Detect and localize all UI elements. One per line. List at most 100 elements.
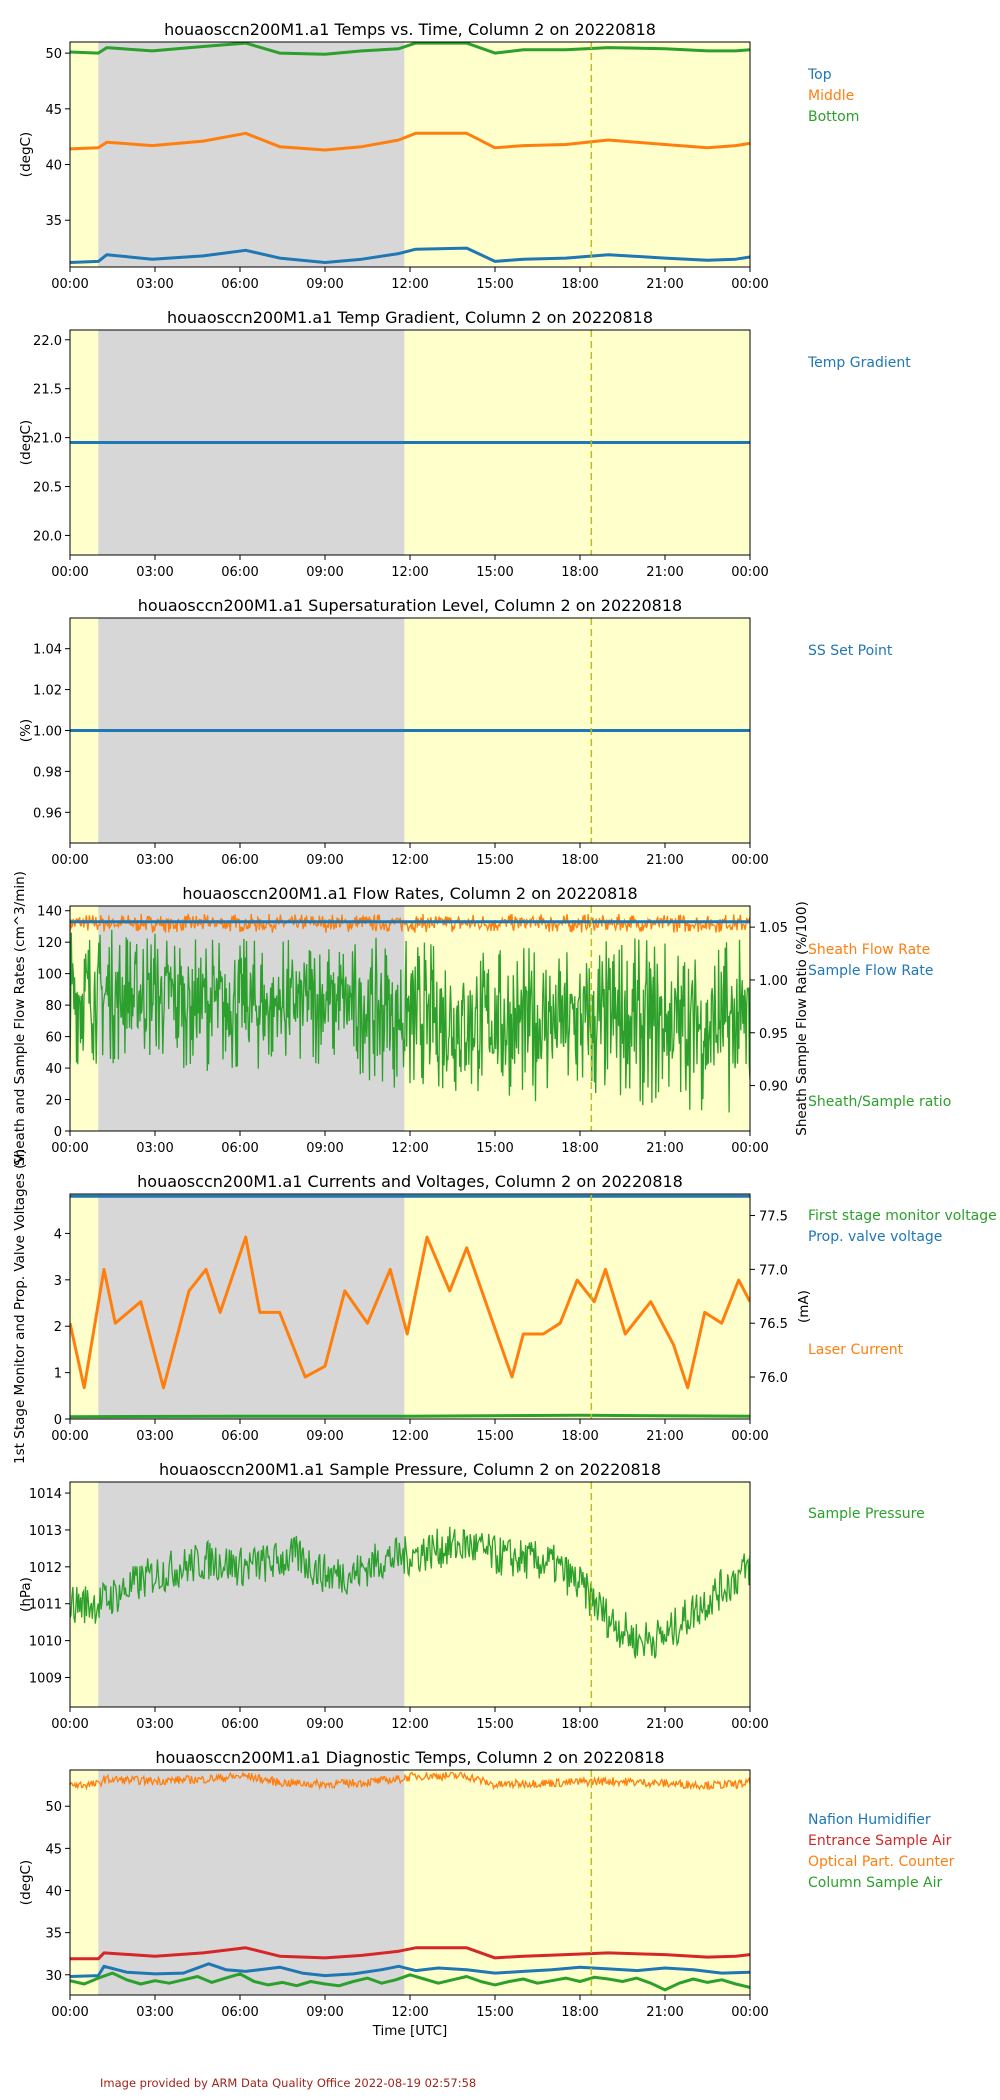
- y-tick-label: 20: [45, 1094, 62, 1109]
- x-tick-label: 15:00: [476, 1429, 513, 1444]
- x-tick-label: 00:00: [51, 1717, 88, 1732]
- x-tick-label: 18:00: [561, 1429, 598, 1444]
- night-shading: [98, 1194, 405, 1419]
- plot-area: [70, 1526, 750, 1659]
- plot-area: [70, 42, 750, 264]
- series-sample-pressure: [70, 1526, 750, 1659]
- y-tick-label: 1012: [29, 1561, 62, 1576]
- x-tick-label: 09:00: [306, 1429, 343, 1444]
- plot-area: [70, 1194, 750, 1419]
- x-tick-label: 00:00: [731, 2005, 768, 2020]
- legend-entry: Top: [807, 67, 832, 83]
- y-tick-label: 1: [54, 1367, 62, 1382]
- y-right-tick-label: 0.90: [759, 1080, 788, 1095]
- y-right-tick-label: 1.00: [759, 974, 788, 989]
- y-tick-label: 140: [37, 905, 62, 920]
- y-tick-label: 21.0: [33, 432, 62, 447]
- x-tick-label: 12:00: [391, 1141, 428, 1156]
- y-tick-label: 1.02: [33, 684, 62, 699]
- panel-7: 00:00 03:00 06:00 09:00 12:00 15:00 18:00 21:00…: [18, 1748, 955, 2039]
- x-tick-label: 09:00: [306, 1141, 343, 1156]
- series-first-stage-monitor-voltage: [70, 1413, 750, 1419]
- x-tick-label: 18:00: [561, 853, 598, 868]
- y-tick-label: 1010: [29, 1635, 62, 1650]
- y-tick-label: 2: [54, 1320, 62, 1335]
- y-right-tick-label: 76.0: [759, 1371, 788, 1386]
- x-tick-label: 15:00: [476, 2005, 513, 2020]
- x-tick-label: 12:00: [391, 565, 428, 580]
- y-tick-label: 100: [37, 968, 62, 983]
- x-tick-label: 21:00: [646, 1429, 683, 1444]
- panel-1: 00:00 03:00 06:00 09:00 12:00 15:00 18:00 21:00…: [18, 20, 859, 292]
- legend-entry: Prop. valve voltage: [808, 1229, 942, 1245]
- legend-entry: Optical Part. Counter: [808, 1854, 955, 1870]
- panel-6: 00:00 03:00 06:00 09:00 12:00 15:00 18:00 21:00…: [18, 1460, 925, 1732]
- x-tick-label: 09:00: [306, 1717, 343, 1732]
- x-tick-label: 00:00: [731, 1717, 768, 1732]
- x-tick-label: 00:00: [731, 565, 768, 580]
- x-tick-label: 00:00: [731, 1141, 768, 1156]
- x-tick-label: 00:00: [731, 277, 768, 292]
- y-tick-label: 0.98: [33, 765, 62, 780]
- y-tick-label: 45: [45, 1842, 62, 1857]
- x-tick-label: 03:00: [136, 2005, 173, 2020]
- y-tick-label: 1013: [29, 1524, 62, 1539]
- series-column-sample-air: [70, 1971, 750, 1992]
- x-tick-label: 00:00: [731, 1429, 768, 1444]
- y-tick-label: 21.5: [33, 383, 62, 398]
- x-tick-label: 21:00: [646, 853, 683, 868]
- legend-entry: First stage monitor voltage: [808, 1208, 997, 1224]
- legend-entry: Sample Flow Rate: [808, 963, 933, 979]
- y-tick-label: 0.96: [33, 806, 62, 821]
- y-axis-label: (degC): [18, 1860, 34, 1905]
- legend-entry: Sheath Flow Rate: [808, 942, 930, 958]
- x-tick-label: 15:00: [476, 853, 513, 868]
- x-tick-label: 12:00: [391, 1717, 428, 1732]
- x-tick-label: 06:00: [221, 2005, 258, 2020]
- y-tick-label: 20.0: [33, 529, 62, 544]
- y-tick-label: 35: [45, 1927, 62, 1942]
- y-tick-label: 60: [45, 1031, 62, 1046]
- y-tick-label: 35: [45, 214, 62, 229]
- series-bottom: [70, 42, 750, 56]
- x-tick-label: 12:00: [391, 2005, 428, 2020]
- x-tick-label: 09:00: [306, 565, 343, 580]
- y-right-axis-label: Sheath Sample Flow Ratio (%/100): [794, 901, 810, 1136]
- panel-3: 00:00 03:00 06:00 09:00 12:00 15:00 18:00 21:00…: [18, 596, 893, 868]
- y-tick-label: 0: [54, 1413, 62, 1428]
- series-entrance-sample-air: [70, 1946, 750, 1961]
- x-tick-label: 00:00: [51, 853, 88, 868]
- panel-5: 00:00 03:00 06:00 09:00 12:00 15:00 18:00 21:00…: [12, 1149, 997, 1464]
- chart-title: houaosccn200M1.a1 Currents and Voltages,…: [137, 1172, 683, 1191]
- x-tick-label: 18:00: [561, 1141, 598, 1156]
- y-tick-label: 1011: [29, 1598, 62, 1613]
- legend-entry: Entrance Sample Air: [808, 1833, 952, 1849]
- y-axis-label: Sheath and Sample Flow Rates (cm^3/min): [12, 871, 28, 1166]
- y-right-tick-label: 76.5: [759, 1317, 788, 1332]
- y-tick-label: 30: [45, 1969, 62, 1984]
- night-shading: [98, 42, 405, 267]
- panel-2: 00:00 03:00 06:00 09:00 12:00 15:00 18:00 21:00…: [18, 308, 911, 580]
- x-tick-label: 21:00: [646, 1141, 683, 1156]
- night-shading: [98, 1482, 405, 1707]
- y-tick-label: 1009: [29, 1671, 62, 1686]
- x-tick-label: 03:00: [136, 853, 173, 868]
- y-right-axis-label: (mA): [796, 1290, 812, 1323]
- panel-4: 00:00 03:00 06:00 09:00 12:00 15:00 18:00 21:00…: [12, 871, 951, 1166]
- credit-text: Image provided by ARM Data Quality Offic…: [100, 2076, 476, 2090]
- y-right-tick-label: 1.05: [759, 921, 788, 936]
- series-sheath-sample-ratio: [70, 929, 750, 1113]
- legend-entry: Temp Gradient: [807, 355, 911, 371]
- x-tick-label: 15:00: [476, 1141, 513, 1156]
- x-tick-label: 00:00: [51, 565, 88, 580]
- x-tick-label: 00:00: [731, 853, 768, 868]
- x-tick-label: 21:00: [646, 277, 683, 292]
- x-tick-label: 18:00: [561, 1717, 598, 1732]
- y-tick-label: 50: [45, 47, 62, 62]
- x-tick-label: 00:00: [51, 1429, 88, 1444]
- legend-entry: Laser Current: [808, 1342, 904, 1358]
- chart-title: houaosccn200M1.a1 Flow Rates, Column 2 o…: [182, 884, 637, 903]
- y-tick-label: 45: [45, 103, 62, 118]
- chart-title: houaosccn200M1.a1 Temp Gradient, Column …: [167, 308, 653, 327]
